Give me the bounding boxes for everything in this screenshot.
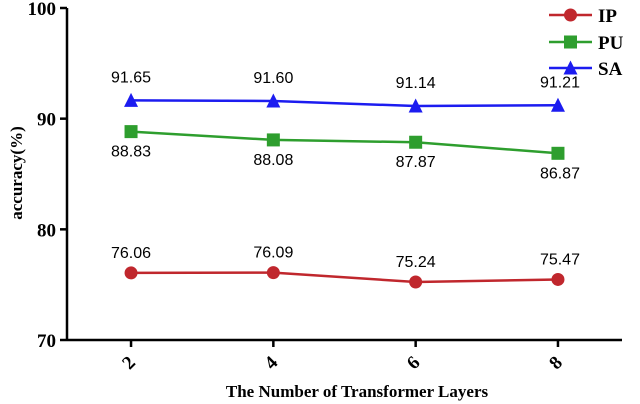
legend-label: IP: [598, 6, 617, 27]
series-ip: [124, 266, 565, 289]
data-label: 91.60: [253, 70, 293, 87]
point-marker: [563, 60, 578, 75]
point-marker: [409, 275, 423, 289]
data-label: 75.47: [540, 251, 580, 268]
data-label: 91.21: [540, 74, 580, 91]
series-sa: [124, 92, 565, 113]
series-pu: [124, 125, 565, 160]
legend-label: SA: [598, 59, 623, 80]
legend-item-pu: PU: [549, 33, 624, 54]
data-label: 91.65: [111, 69, 151, 86]
data-labels: 76.06 76.09 75.24 75.47 88.83 88.08 87.87 86.87…: [111, 69, 580, 271]
point-marker: [564, 8, 577, 22]
y-tick-label: 70: [37, 331, 56, 352]
data-label: 86.87: [540, 165, 580, 182]
series-line: [131, 271, 558, 284]
x-axis-label: The Number of Transformer Layers: [226, 382, 489, 401]
y-tick-label: 80: [37, 220, 56, 241]
series-layer: [124, 92, 565, 289]
legend: IP PU SA: [549, 6, 624, 80]
data-label: 75.24: [396, 254, 436, 271]
point-marker: [124, 125, 138, 139]
data-label: 87.87: [396, 154, 436, 171]
x-tick-label: 6: [403, 352, 425, 374]
point-marker: [266, 266, 280, 280]
data-label: 76.06: [111, 245, 151, 262]
x-tick-label: 4: [261, 352, 283, 374]
point-marker: [408, 98, 423, 113]
x-tick-label: 2: [118, 352, 140, 374]
data-label: 91.14: [396, 75, 436, 92]
y-axis-label: accuracy(%): [7, 126, 26, 219]
point-marker: [550, 97, 565, 112]
point-marker: [564, 35, 577, 49]
point-marker: [409, 135, 423, 149]
y-tick-label: 90: [37, 110, 56, 131]
point-marker: [124, 92, 139, 107]
series-line: [130, 130, 559, 155]
series-line: [131, 99, 558, 108]
point-marker: [266, 133, 280, 147]
legend-label: PU: [598, 33, 624, 54]
x-tick-label: 8: [545, 352, 567, 374]
point-marker: [124, 266, 138, 280]
legend-item-ip: IP: [549, 6, 617, 27]
point-marker: [551, 272, 565, 286]
data-label: 88.83: [111, 144, 151, 161]
data-label: 88.08: [253, 152, 293, 169]
point-marker: [266, 93, 281, 108]
data-label: 76.09: [253, 245, 293, 262]
axes: 70 80 90 100 2 4 6 8: [28, 0, 622, 374]
legend-item-sa: SA: [549, 59, 623, 80]
point-marker: [551, 146, 565, 160]
y-tick-label: 100: [28, 0, 57, 20]
